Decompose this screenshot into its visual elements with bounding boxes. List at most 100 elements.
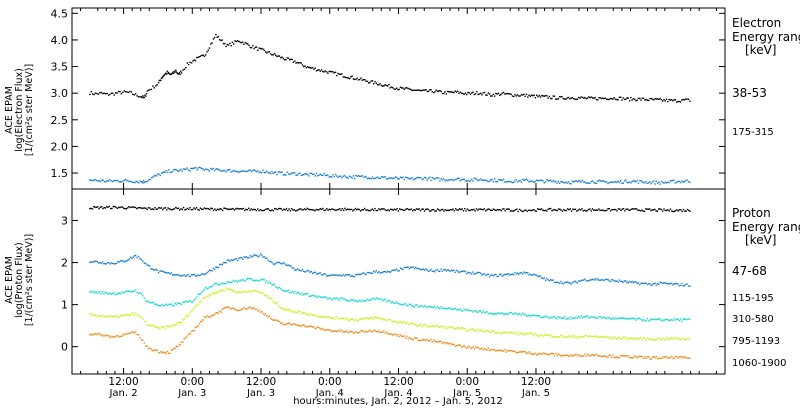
proton-point (189, 314, 190, 315)
proton-point (91, 208, 92, 209)
proton-point (159, 270, 160, 271)
proton-point (148, 325, 149, 326)
proton-point (539, 353, 540, 354)
proton-point (364, 317, 365, 318)
proton-point (567, 208, 568, 209)
electron-point (553, 180, 554, 181)
proton-point (222, 309, 223, 310)
electron-point (201, 55, 202, 56)
proton-point (97, 334, 98, 335)
proton-point (651, 339, 652, 340)
proton-point (287, 210, 288, 211)
proton-point (158, 207, 159, 208)
proton-point (465, 328, 466, 329)
electron-series-175-315 (89, 167, 690, 185)
xtick-time-label: 12:00 (108, 376, 138, 388)
proton-point (232, 290, 233, 291)
proton-point (442, 326, 443, 327)
electron-point (340, 74, 341, 75)
proton-point (469, 329, 470, 330)
electron-point (539, 180, 540, 181)
proton-point (493, 331, 494, 332)
proton-point (262, 313, 263, 314)
proton-point (609, 280, 610, 281)
proton-point (327, 317, 328, 318)
proton-point (531, 210, 532, 211)
proton-point (429, 306, 430, 307)
electron-point (102, 179, 103, 180)
proton-point (126, 333, 127, 334)
proton-point (127, 259, 128, 260)
electron-point (285, 59, 286, 60)
proton-point (329, 316, 330, 317)
proton-point (378, 271, 379, 272)
proton-point (189, 333, 190, 334)
electron-point (343, 76, 344, 77)
proton-legend-entry-4: 1060-1900 (732, 358, 787, 369)
electron-point (312, 174, 313, 175)
proton-point (346, 318, 347, 319)
proton-point (598, 280, 599, 281)
electron-point (589, 183, 590, 184)
proton-point (616, 280, 617, 281)
electron-point (250, 170, 251, 171)
electron-point (160, 80, 161, 81)
electron-point (530, 96, 531, 97)
proton-point (147, 324, 148, 325)
proton-point (562, 210, 563, 211)
proton-point (556, 355, 557, 356)
proton-point (567, 354, 568, 355)
proton-point (274, 302, 275, 303)
proton-point (257, 311, 258, 312)
proton-point (385, 319, 386, 320)
proton-point (363, 330, 364, 331)
proton-point (281, 263, 282, 264)
electron-point (208, 50, 209, 51)
proton-point (421, 305, 422, 306)
proton-point (343, 210, 344, 211)
proton-point (619, 337, 620, 338)
electron-point (475, 93, 476, 94)
proton-point (441, 306, 442, 307)
proton-point (418, 306, 419, 307)
proton-point (446, 343, 447, 344)
proton-point (222, 210, 223, 211)
proton-point (332, 274, 333, 275)
electron-point (610, 98, 611, 99)
electron-point (485, 180, 486, 181)
x-axis-label: hours:minutes, Jan. 2, 2012 – Jan. 5, 20… (293, 396, 503, 407)
electron-point (270, 53, 271, 54)
proton-point (430, 306, 431, 307)
electron-point (145, 181, 146, 182)
proton-point (205, 296, 206, 297)
proton-point (405, 303, 406, 304)
proton-point (331, 208, 332, 209)
electron-point (91, 91, 92, 92)
proton-point (300, 208, 301, 209)
proton-point (382, 272, 383, 273)
proton-point (261, 293, 262, 294)
electron-point (229, 169, 230, 170)
proton-point (178, 208, 179, 209)
electron-point (143, 180, 144, 181)
proton-point (478, 208, 479, 209)
proton-point (279, 287, 280, 288)
proton-point (368, 272, 369, 273)
proton-point (446, 308, 447, 309)
electron-point (567, 182, 568, 183)
proton-point (420, 340, 421, 341)
proton-point (150, 348, 151, 349)
proton-point (133, 257, 134, 258)
electron-point (228, 169, 229, 170)
proton-point (364, 332, 365, 333)
proton-point (509, 332, 510, 333)
proton-point (391, 321, 392, 322)
proton-point (551, 317, 552, 318)
proton-point (413, 306, 414, 307)
proton-point (340, 275, 341, 276)
proton-point (372, 331, 373, 332)
electron-point (339, 74, 340, 75)
proton-point (353, 333, 354, 334)
proton-point (559, 209, 560, 210)
electron-point (477, 94, 478, 95)
